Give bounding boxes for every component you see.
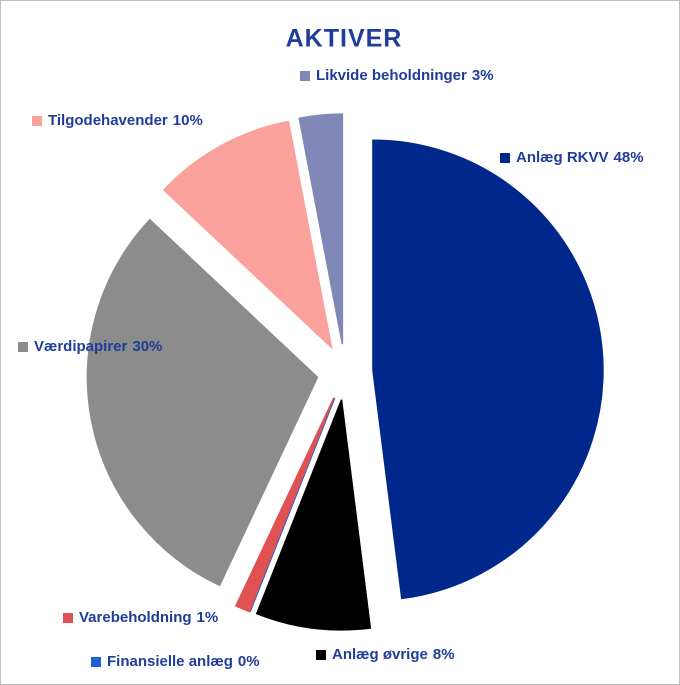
- value-label: 30%: [132, 338, 162, 355]
- category-name: Varebeholdning: [79, 609, 192, 626]
- pie-slice: [372, 139, 604, 600]
- legend-swatch: [316, 650, 326, 660]
- value-label: 0%: [238, 653, 260, 670]
- pie-slice: [255, 399, 372, 631]
- value-label: 1%: [197, 609, 219, 626]
- category-name: Finansielle anlæg: [107, 653, 233, 670]
- pie-slice: [86, 218, 319, 587]
- chart-title: AKTIVER: [286, 25, 403, 53]
- pie-slice: [298, 113, 344, 345]
- category-name: Likvide beholdninger: [316, 67, 467, 84]
- data-label: Tilgodehavender 10%: [48, 112, 203, 129]
- legend-swatch: [300, 71, 310, 81]
- data-label: Finansielle anlæg 0%: [107, 653, 260, 670]
- pie-slice: [234, 397, 335, 613]
- value-label: 10%: [173, 112, 203, 129]
- category-name: Anlæg øvrige: [332, 646, 428, 663]
- category-name: Tilgodehavender: [48, 112, 168, 129]
- value-label: 8%: [433, 646, 455, 663]
- legend-swatch: [500, 153, 510, 163]
- data-label: Anlæg RKVV 48%: [516, 149, 644, 166]
- data-label: Værdipapirer 30%: [34, 338, 162, 355]
- data-label: Varebeholdning 1%: [79, 609, 218, 626]
- data-label: Anlæg øvrige 8%: [332, 646, 455, 663]
- category-name: Værdipapirer: [34, 338, 128, 355]
- data-label: Likvide beholdninger 3%: [316, 67, 494, 84]
- pie-slice: [162, 120, 333, 350]
- value-label: 3%: [472, 67, 494, 84]
- legend-swatch: [63, 613, 73, 623]
- value-label: 48%: [614, 149, 644, 166]
- legend-swatch: [18, 342, 28, 352]
- legend-swatch: [91, 657, 101, 667]
- pie-slice: [249, 397, 336, 613]
- legend-swatch: [32, 116, 42, 126]
- category-name: Anlæg RKVV: [516, 149, 609, 166]
